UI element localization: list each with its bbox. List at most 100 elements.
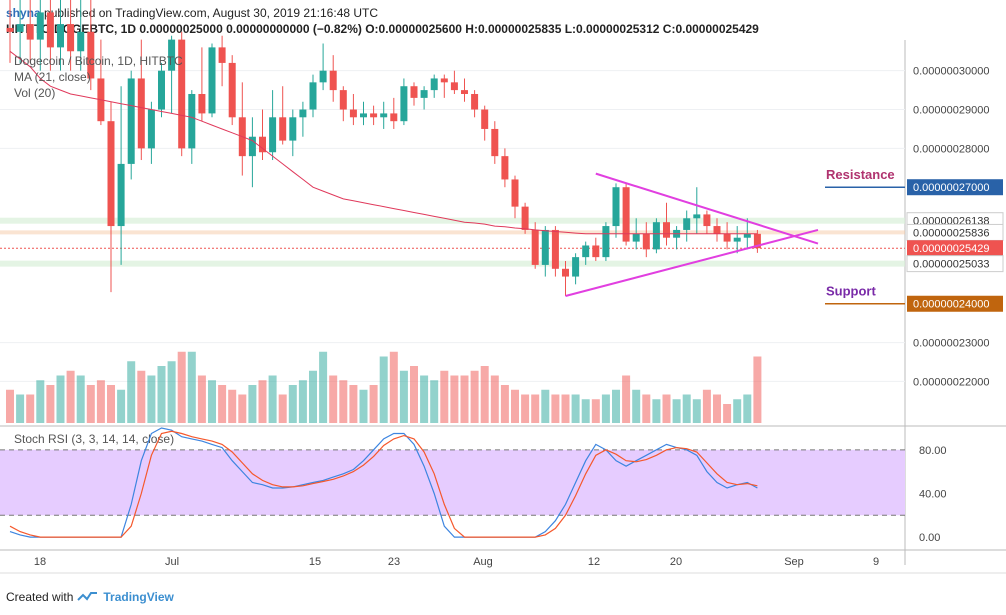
tradingview-brand[interactable]: TradingView bbox=[103, 590, 174, 604]
candle-body bbox=[481, 109, 489, 129]
candle-body bbox=[16, 24, 24, 32]
time-tick-label: Jul bbox=[165, 556, 179, 568]
volume-bar bbox=[6, 389, 14, 423]
volume-bar bbox=[379, 356, 388, 423]
candle-body bbox=[592, 245, 600, 258]
volume-bar bbox=[531, 394, 540, 423]
candle-body bbox=[228, 62, 236, 118]
candle-body bbox=[77, 31, 85, 52]
publish-date: published on TradingView.com, August 30,… bbox=[44, 6, 379, 20]
volume-bar bbox=[228, 389, 237, 423]
volume-bar bbox=[511, 389, 519, 423]
candle-body bbox=[491, 128, 499, 157]
candle-body bbox=[440, 78, 448, 83]
annotation-label: Resistance bbox=[826, 167, 895, 182]
volume-bar bbox=[521, 394, 530, 423]
volume-bar bbox=[692, 399, 701, 423]
volume-bar bbox=[258, 380, 267, 423]
volume-bar bbox=[470, 370, 479, 423]
candle-body bbox=[147, 109, 155, 149]
volume-bar bbox=[622, 375, 631, 423]
volume-bar bbox=[66, 370, 75, 423]
chart-legend-item: Vol (20) bbox=[14, 86, 55, 100]
candle-body bbox=[733, 237, 741, 242]
volume-bar bbox=[430, 380, 439, 423]
volume-bar bbox=[410, 366, 418, 423]
candle-body bbox=[582, 245, 590, 258]
volume-bar bbox=[500, 385, 509, 423]
volume-bar bbox=[753, 356, 762, 423]
time-tick-label: 15 bbox=[309, 556, 321, 568]
volume-bar bbox=[541, 389, 550, 423]
candle-body bbox=[188, 93, 196, 149]
volume-bar bbox=[137, 370, 146, 423]
rsi-tick-label: 40.00 bbox=[919, 488, 947, 500]
symbol-ohlc-line: HITBTC:DOGEBTC, 1D 0.00000025000 0.00000… bbox=[6, 22, 759, 36]
volume-bar bbox=[157, 366, 166, 423]
candle-body bbox=[541, 229, 549, 265]
candle-body bbox=[703, 214, 711, 227]
volume-bar bbox=[420, 375, 429, 423]
volume-bar bbox=[36, 380, 45, 423]
volume-bar bbox=[288, 385, 297, 423]
candle-body bbox=[713, 226, 721, 234]
candle-body bbox=[127, 78, 135, 164]
candle-body bbox=[178, 39, 186, 149]
author-name[interactable]: shyna bbox=[6, 6, 41, 20]
volume-bar bbox=[26, 394, 35, 423]
volume-bar bbox=[117, 389, 126, 423]
price-tick-label: 0.00000022000 bbox=[913, 376, 989, 388]
rsi-series-line bbox=[9, 430, 758, 538]
candle-body bbox=[259, 136, 266, 153]
volume-bar bbox=[329, 375, 338, 423]
candle-body bbox=[420, 90, 428, 98]
candle-body bbox=[6, 27, 14, 32]
zone-band bbox=[0, 217, 905, 224]
zone-band bbox=[0, 260, 905, 267]
candle-body bbox=[380, 113, 388, 118]
volume-bar bbox=[248, 385, 257, 423]
volume-bar bbox=[56, 375, 65, 423]
price-tag-label: 0.00000025033 bbox=[913, 259, 989, 271]
volume-bar bbox=[723, 404, 732, 423]
volume-bar bbox=[672, 399, 681, 423]
candle-body bbox=[461, 90, 468, 94]
candle-body bbox=[723, 233, 731, 242]
candle-body bbox=[602, 226, 610, 258]
chart-legend-item: MA (21, close) bbox=[14, 70, 91, 84]
candle-body bbox=[107, 121, 115, 227]
ma-line bbox=[9, 50, 758, 235]
volume-bar bbox=[632, 389, 641, 423]
candle-body bbox=[137, 78, 145, 149]
candle-body bbox=[471, 93, 479, 110]
volume-bar bbox=[389, 351, 398, 423]
price-tag-label: 0.00000025429 bbox=[913, 243, 989, 255]
candle-body bbox=[562, 268, 569, 277]
volume-bar bbox=[167, 361, 176, 423]
candle-body bbox=[501, 156, 509, 180]
chart-header: shyna published on TradingView.com, Augu… bbox=[0, 0, 1006, 40]
volume-bar bbox=[177, 351, 186, 423]
volume-bar bbox=[298, 380, 307, 423]
price-tick-label: 0.00000030000 bbox=[913, 66, 989, 78]
candle-body bbox=[208, 47, 216, 114]
volume-bar bbox=[652, 399, 661, 423]
candle-body bbox=[663, 222, 670, 238]
candle-body bbox=[198, 93, 206, 114]
volume-bar bbox=[662, 394, 671, 423]
chart-legend-item: Dogecoin / Bitcoin, 1D, HITBTC bbox=[14, 54, 183, 68]
volume-bar bbox=[713, 394, 721, 423]
volume-bar bbox=[743, 394, 752, 423]
rsi-tick-label: 0.00 bbox=[919, 532, 940, 544]
candle-body bbox=[46, 12, 54, 48]
candle-body bbox=[572, 257, 580, 277]
time-tick-label: Sep bbox=[784, 556, 804, 568]
time-tick-label: 20 bbox=[670, 556, 682, 568]
volume-bar bbox=[46, 385, 55, 423]
annotation-label: Support bbox=[826, 284, 876, 299]
volume-bar bbox=[339, 380, 348, 423]
volume-bar bbox=[147, 375, 156, 423]
upper-trendline bbox=[595, 172, 819, 245]
candle-body bbox=[349, 109, 357, 118]
